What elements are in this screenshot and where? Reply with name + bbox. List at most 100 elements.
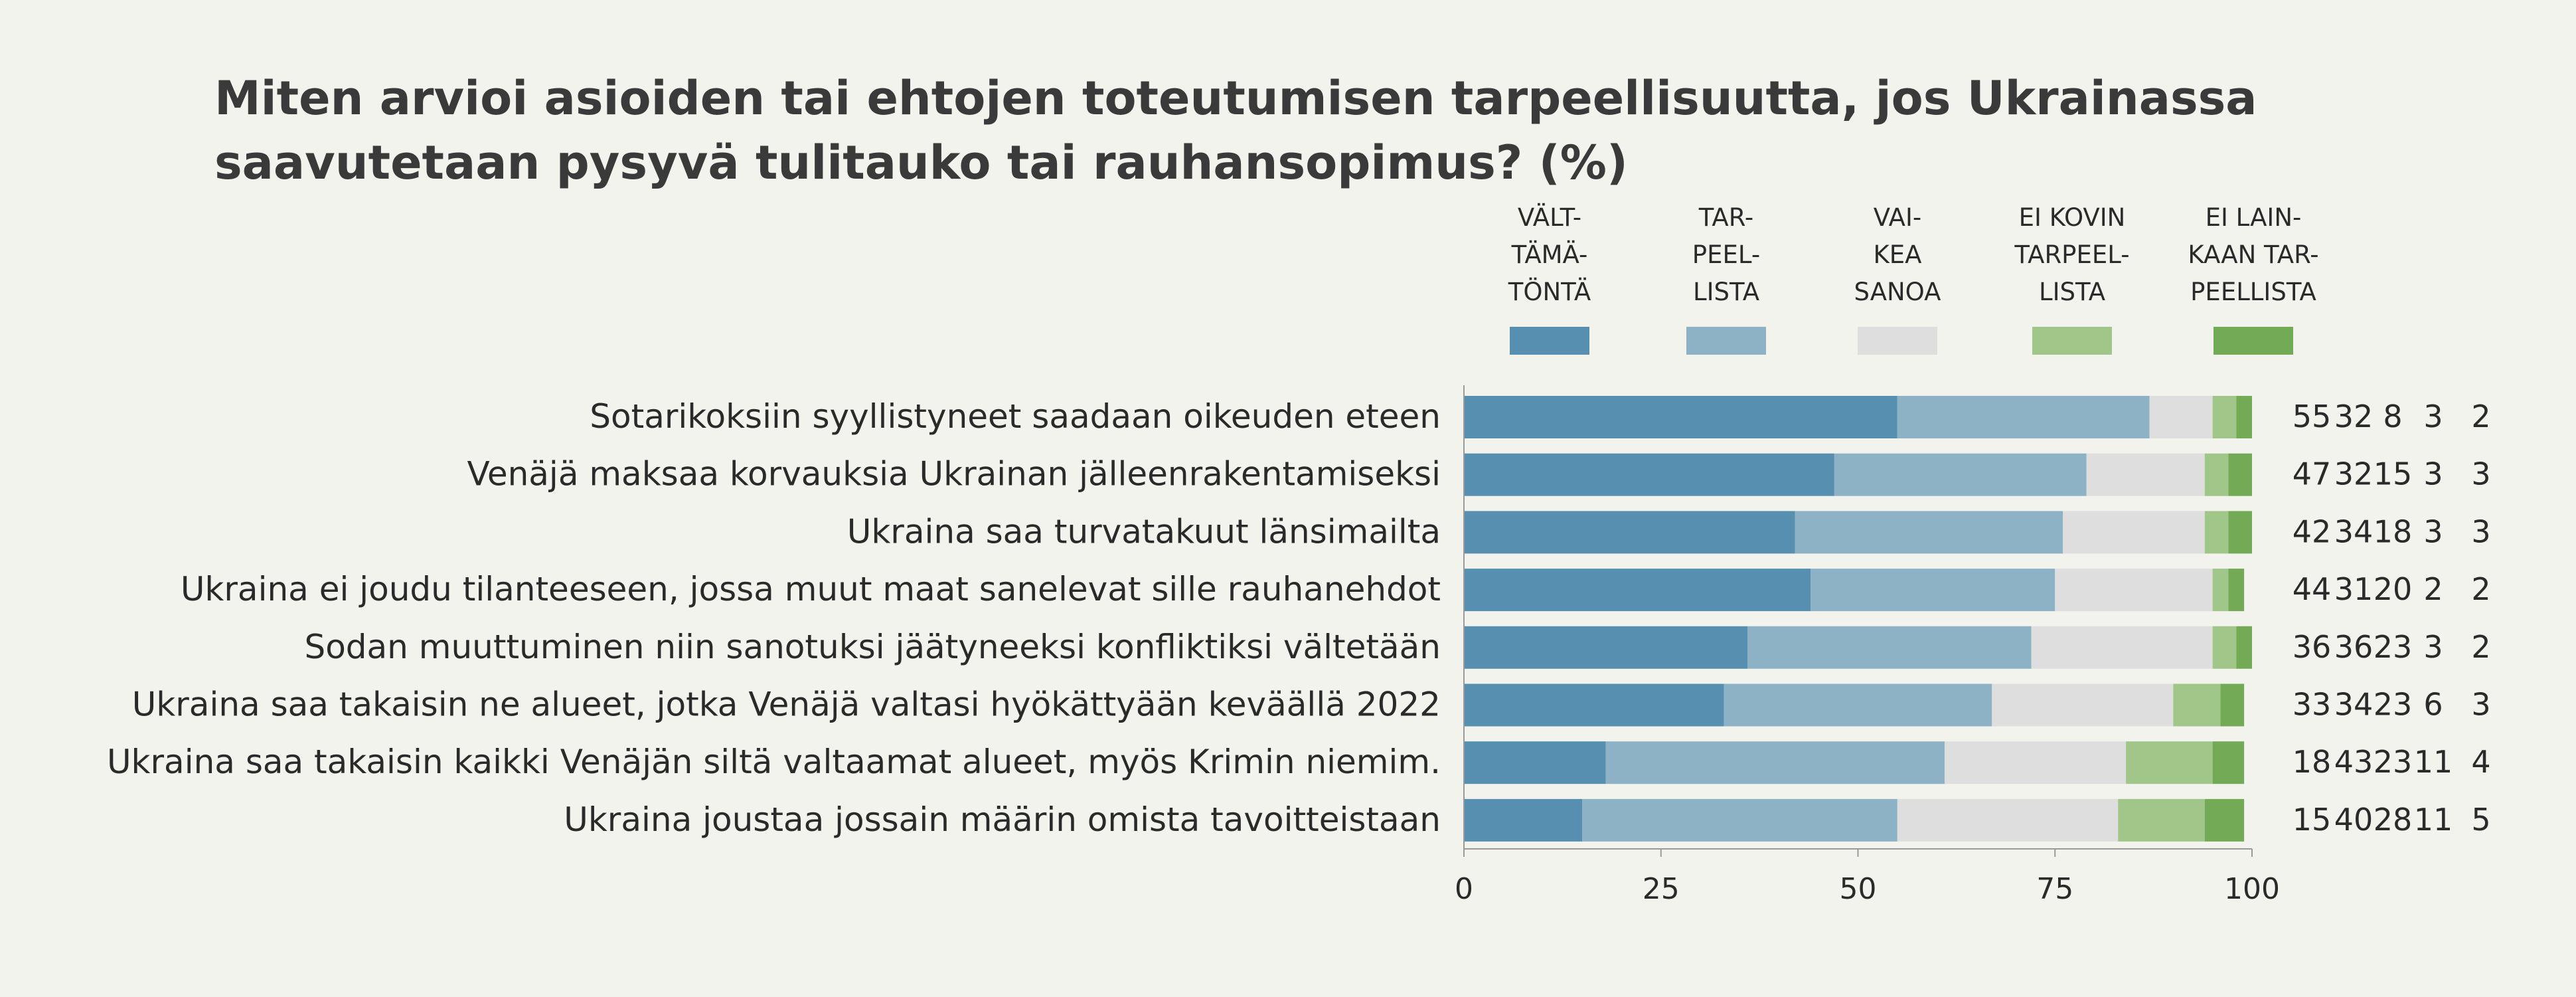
value-label-4-2: 31 <box>2334 571 2374 607</box>
bar-2-series-2 <box>1834 453 2087 496</box>
category-label-5: Sodan muuttuminen niin sanotuksi jäätyne… <box>304 628 1441 666</box>
bar-7-series-2 <box>1605 741 1945 784</box>
value-label-1-5: 2 <box>2471 399 2490 434</box>
legend-label-1: VÄLT-TÄMÄ-TÖNTÄ <box>1508 203 1591 306</box>
bar-1-series-3 <box>2149 396 2213 438</box>
value-label-2-5: 3 <box>2471 456 2490 492</box>
bar-2-series-3 <box>2086 453 2205 496</box>
value-label-3-1: 42 <box>2293 513 2332 549</box>
bar-3-series-1 <box>1464 511 1795 554</box>
bar-3-series-3 <box>2063 511 2205 554</box>
value-label-5-5: 2 <box>2471 629 2490 665</box>
bar-4-series-3 <box>2055 569 2213 612</box>
bar-8-series-5 <box>2204 798 2245 842</box>
value-label-7-3: 23 <box>2374 744 2413 780</box>
bar-6-series-5 <box>2220 683 2245 727</box>
value-label-6-1: 33 <box>2293 687 2332 723</box>
value-label-8-2: 40 <box>2334 802 2374 838</box>
category-label-6: Ukraina saa takaisin ne alueet, jotka Ve… <box>132 685 1441 724</box>
bar-5-series-2 <box>1747 626 2032 669</box>
category-label-1: Sotarikoksiin syyllistyneet saadaan oike… <box>590 397 1441 436</box>
value-label-3-3: 18 <box>2374 513 2413 549</box>
bar-6-series-2 <box>1724 683 1992 727</box>
x-tick-label-3: 50 <box>1840 872 1877 906</box>
legend-label-3: VAI-KEA SANOA <box>1854 203 1941 306</box>
value-label-8-4: 11 <box>2414 802 2453 838</box>
bar-2-series-4 <box>2204 453 2229 496</box>
bar-8-series-3 <box>1897 798 2119 842</box>
bar-6-series-3 <box>1992 683 2174 727</box>
value-label-6-2: 34 <box>2334 687 2374 723</box>
value-label-7-1: 18 <box>2293 744 2332 780</box>
category-label-7: Ukraina saa takaisin kaikki Venäjän silt… <box>107 743 1441 781</box>
category-label-8: Ukraina joustaa jossain määrin omista ta… <box>564 800 1441 839</box>
bar-7-series-5 <box>2212 741 2245 784</box>
value-label-2-4: 3 <box>2423 456 2443 492</box>
legend-swatch-5 <box>2214 327 2293 355</box>
value-label-2-3: 15 <box>2374 456 2413 492</box>
category-label-2: Venäjä maksaa korvauksia Ukrainan jällee… <box>467 455 1441 494</box>
value-label-8-1: 15 <box>2293 802 2332 838</box>
bar-3-series-2 <box>1795 511 2063 554</box>
x-tick-label-4: 75 <box>2036 872 2073 906</box>
x-tick-label-2: 25 <box>1643 872 1680 906</box>
value-label-7-2: 43 <box>2334 744 2374 780</box>
value-label-3-2: 34 <box>2334 513 2374 549</box>
legend-label-5: EI LAIN-KAAN TAR-PEELLISTA <box>2188 203 2318 306</box>
x-tick-label-5: 100 <box>2224 872 2280 906</box>
bar-1-series-4 <box>2212 396 2237 438</box>
legend-label-4: EI KOVIN TARPEEL-LISTA <box>2014 203 2129 306</box>
bar-3-series-4 <box>2204 511 2229 554</box>
bar-6-series-4 <box>2173 683 2221 727</box>
bar-4-series-4 <box>2212 569 2229 612</box>
value-label-5-1: 36 <box>2293 629 2332 665</box>
value-label-2-2: 32 <box>2334 456 2374 492</box>
bar-7-series-4 <box>2126 741 2213 784</box>
value-label-7-4: 11 <box>2414 744 2453 780</box>
bar-2-series-1 <box>1464 453 1834 496</box>
value-label-1-2: 32 <box>2334 399 2374 434</box>
legend-swatch-2 <box>1686 327 1766 355</box>
value-label-2-1: 47 <box>2293 456 2332 492</box>
value-label-4-3: 20 <box>2374 571 2413 607</box>
bar-7-series-3 <box>1945 741 2127 784</box>
bar-3-series-5 <box>2228 511 2252 554</box>
bar-4-series-2 <box>1811 569 2055 612</box>
bar-5-series-1 <box>1464 626 1748 669</box>
legend-swatch-4 <box>2032 327 2112 355</box>
category-label-4: Ukraina ei joudu tilanteeseen, jossa muu… <box>181 570 1441 608</box>
bar-8-series-2 <box>1582 798 1897 842</box>
value-label-8-5: 5 <box>2471 802 2490 838</box>
bar-5-series-5 <box>2236 626 2252 669</box>
value-label-3-4: 3 <box>2423 513 2443 549</box>
value-label-4-1: 44 <box>2293 571 2332 607</box>
value-label-5-4: 3 <box>2423 629 2443 665</box>
value-label-4-5: 2 <box>2471 571 2490 607</box>
bar-4-series-1 <box>1464 569 1811 612</box>
value-label-1-4: 3 <box>2423 399 2443 434</box>
value-label-7-5: 4 <box>2471 744 2490 780</box>
chart-title: Miten arvioi asioiden tai ehtojen toteut… <box>214 71 2257 190</box>
x-tick-label-1: 0 <box>1455 872 1473 906</box>
category-label-3: Ukraina saa turvatakuut länsimailta <box>847 512 1441 551</box>
legend-swatch-1 <box>1510 327 1589 355</box>
value-label-8-3: 28 <box>2374 802 2413 838</box>
bar-4-series-5 <box>2228 569 2245 612</box>
bar-8-series-1 <box>1464 798 1583 842</box>
value-label-5-3: 23 <box>2374 629 2413 665</box>
bar-1-series-2 <box>1897 396 2150 438</box>
value-label-6-5: 3 <box>2471 687 2490 723</box>
bar-1-series-1 <box>1464 396 1897 438</box>
legend-label-2: TAR-PEEL-LISTA <box>1692 203 1760 306</box>
bar-8-series-4 <box>2118 798 2205 842</box>
bar-6-series-1 <box>1464 683 1724 727</box>
value-label-4-4: 2 <box>2423 571 2443 607</box>
bar-7-series-1 <box>1464 741 1606 784</box>
bar-5-series-4 <box>2212 626 2237 669</box>
value-label-3-5: 3 <box>2471 513 2490 549</box>
bar-2-series-5 <box>2228 453 2252 496</box>
bar-1-series-5 <box>2236 396 2252 438</box>
value-label-5-2: 36 <box>2334 629 2374 665</box>
